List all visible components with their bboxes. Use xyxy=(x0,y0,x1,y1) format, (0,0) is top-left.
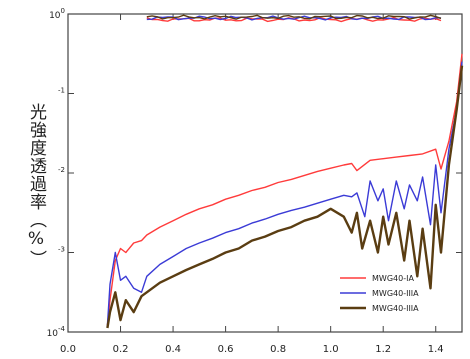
series-group xyxy=(106,14,464,329)
x-tick-label: 1.4 xyxy=(428,344,444,355)
x-tick-label: 0.0 xyxy=(60,344,76,355)
x-tick-label: 0.4 xyxy=(165,344,181,355)
series-line-1 xyxy=(106,53,463,326)
legend-label: MWG40-IIIA xyxy=(372,304,419,313)
series-line-3 xyxy=(106,65,464,329)
series-line-2 xyxy=(106,61,463,326)
legend-label: MWG40-IA xyxy=(372,274,414,283)
x-tick-label: 1.0 xyxy=(323,344,339,355)
y-tick-label: -2 xyxy=(58,166,65,174)
y-axis-ticks: 100 -1 -2 -3 10-4 xyxy=(47,7,462,339)
y-tick-label: -1 xyxy=(58,87,65,95)
series-top-line-3 xyxy=(146,14,442,20)
y-tick-label: -3 xyxy=(58,246,65,254)
y-axis-label: 光強度透過率（%） xyxy=(26,102,46,268)
y-tick-label: 10-4 xyxy=(47,325,66,339)
x-tick-label: 1.2 xyxy=(375,344,391,355)
legend: MWG40-IA MWG40-IIIA MWG40-IIIA xyxy=(340,274,419,313)
x-tick-label: 0.2 xyxy=(113,344,129,355)
y-tick-label: 100 xyxy=(49,7,65,21)
x-tick-label: 0.8 xyxy=(270,344,286,355)
legend-label: MWG40-IIIA xyxy=(372,289,419,298)
x-axis-ticks: 0.0 0.2 0.4 0.6 0.8 1.0 1.2 1.4 xyxy=(60,14,444,355)
x-tick-label: 0.6 xyxy=(218,344,234,355)
plot-frame xyxy=(67,13,463,333)
